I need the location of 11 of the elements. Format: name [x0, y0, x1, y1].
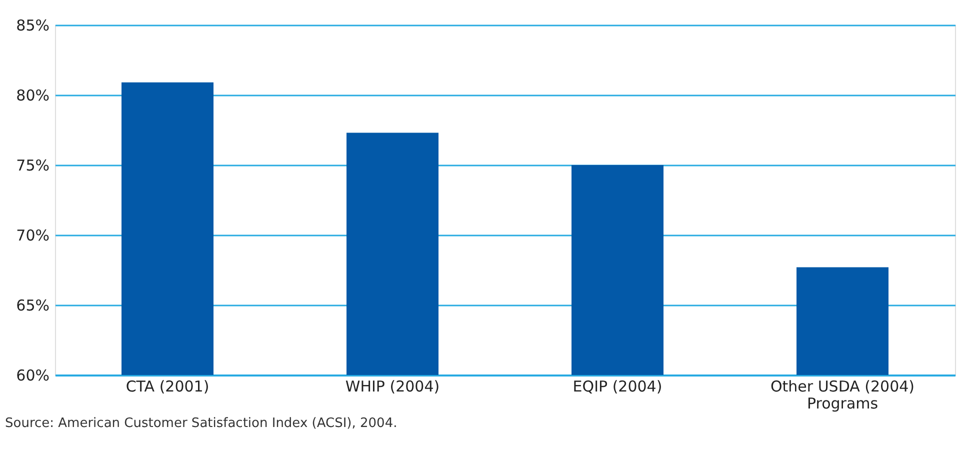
y-tick-label: 60% — [16, 366, 50, 384]
y-tick-label: 75% — [16, 156, 50, 174]
y-tick-label: 65% — [16, 296, 50, 314]
y-tick-label: 80% — [16, 86, 50, 104]
source-note: Source: American Customer Satisfaction Index (ACSI), 2004. — [5, 416, 398, 431]
x-tick-label: WHIP (2004) — [345, 378, 440, 396]
x-tick-label: EQIP (2004) — [572, 378, 662, 396]
x-tick-label: CTA (2001) — [126, 378, 210, 396]
x-tick-label: Other USDA (2004) Programs — [770, 378, 915, 412]
y-tick-label: 85% — [16, 16, 50, 34]
y-tick-label: 70% — [16, 226, 50, 244]
